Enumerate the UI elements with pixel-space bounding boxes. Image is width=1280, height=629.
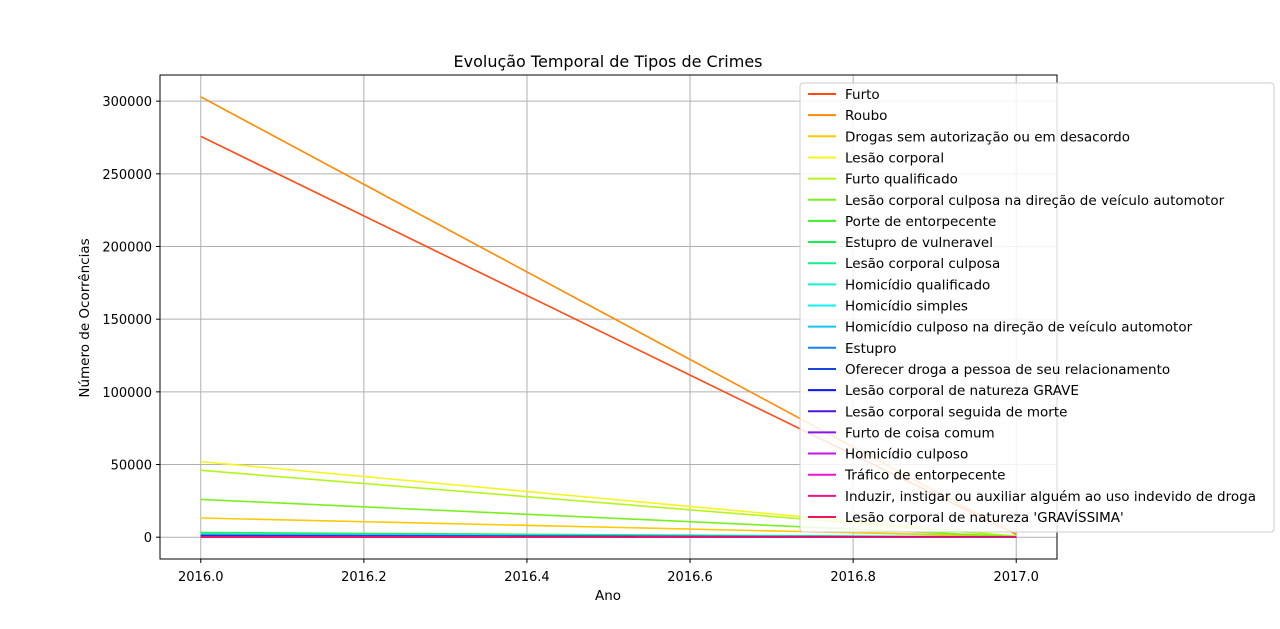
legend-label: Porte de entorpecente	[845, 214, 996, 230]
legend-label: Furto	[845, 87, 880, 103]
x-tick-label: 2016.2	[341, 570, 387, 585]
legend-label: Oferecer droga a pessoa de seu relaciona…	[845, 362, 1170, 378]
legend-label: Lesão corporal de natureza 'GRAVÍSSIMA'	[845, 509, 1124, 526]
series-line-2	[200, 517, 1017, 538]
y-axis: 0 50000 100000 150000 200000 250000 300000	[102, 95, 160, 546]
x-axis: 2016.0 2016.2 2016.4 2016.6 2016.8 2017.0	[178, 559, 1039, 585]
legend-label: Lesão corporal culposa na direção de veí…	[845, 193, 1225, 209]
x-tick-label: 2016.8	[830, 570, 876, 585]
y-tick-label: 200000	[102, 241, 152, 256]
chart-title: Evolução Temporal de Tipos de Crimes	[454, 52, 763, 71]
legend-label: Lesão corporal culposa	[845, 256, 1000, 272]
legend-label: Furto de coisa comum	[845, 425, 995, 441]
legend-label: Lesão corporal seguida de morte	[845, 404, 1067, 420]
legend-label: Roubo	[845, 108, 887, 124]
legend-label: Furto qualificado	[845, 172, 958, 188]
y-tick-label: 0	[144, 531, 152, 546]
x-tick-label: 2017.0	[993, 570, 1039, 585]
x-tick-label: 2016.4	[504, 570, 550, 585]
legend-label: Tráfico de entorpecente	[844, 468, 1005, 484]
x-axis-title: Ano	[595, 588, 621, 604]
y-tick-label: 300000	[102, 95, 152, 110]
legend-label: Homicídio culposo na direção de veículo …	[845, 320, 1193, 336]
legend-label: Homicídio qualificado	[845, 277, 990, 293]
legend-box	[799, 82, 1275, 533]
x-tick-label: 2016.6	[667, 570, 713, 585]
y-tick-label: 150000	[102, 313, 152, 328]
y-axis-title: Número de Ocorrências	[77, 238, 93, 397]
y-tick-label: 250000	[102, 168, 152, 183]
y-tick-label: 50000	[111, 459, 152, 474]
legend-label: Lesão corporal	[845, 150, 944, 166]
legend-label: Homicídio simples	[845, 299, 968, 315]
legend: Furto Roubo Drogas sem autorização ou em d…	[799, 82, 1275, 533]
x-tick-label: 2016.0	[178, 570, 224, 585]
y-tick-label: 100000	[102, 386, 152, 401]
legend-label: Estupro de vulneravel	[845, 235, 993, 251]
legend-label: Homicídio culposo	[845, 447, 968, 463]
legend-label: Lesão corporal de natureza GRAVE	[845, 383, 1079, 399]
legend-label: Estupro	[845, 341, 897, 357]
legend-label: Drogas sem autorização ou em desacordo	[845, 129, 1130, 145]
legend-label: Induzir, instigar ou auxiliar alguém ao …	[845, 489, 1256, 505]
